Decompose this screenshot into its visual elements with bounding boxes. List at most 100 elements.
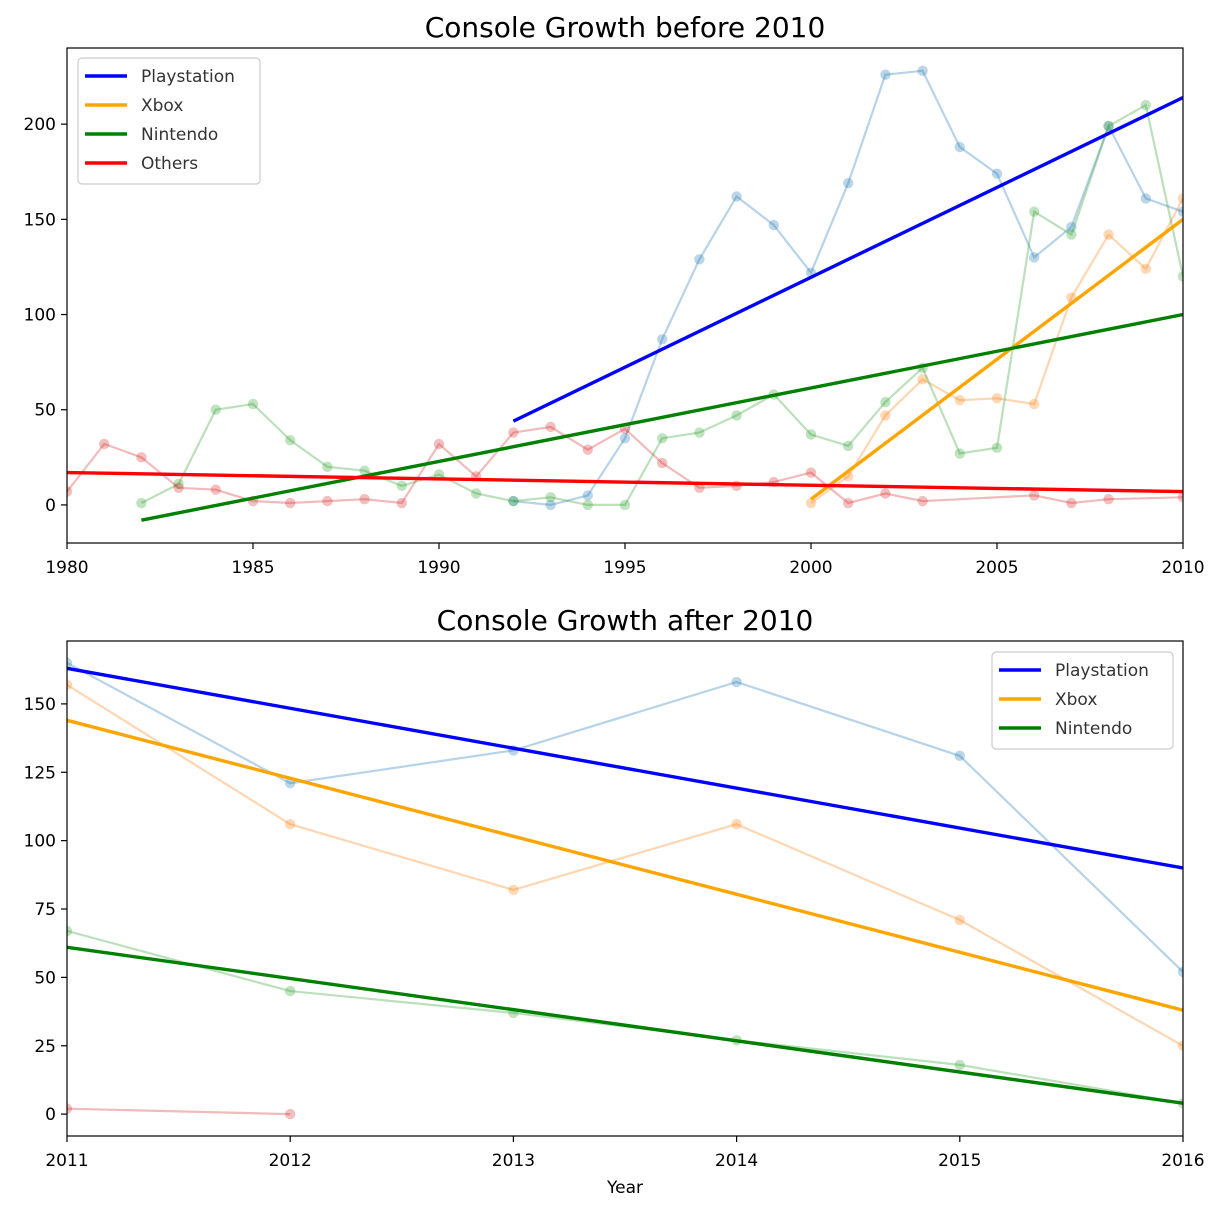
data-point-others xyxy=(508,427,519,438)
data-point-others xyxy=(210,484,221,495)
legend-box xyxy=(77,57,261,185)
legend-label-playstation: Playstation xyxy=(1055,661,1149,681)
trend-line-nintendo xyxy=(141,312,1183,522)
series-line-others xyxy=(67,425,1183,505)
data-point-others xyxy=(1103,494,1114,505)
data-point-others xyxy=(322,495,333,507)
data-point-playstation xyxy=(582,490,593,501)
series-line-xbox xyxy=(67,683,1183,1047)
trend-line-xbox xyxy=(67,718,1183,1012)
data-point-playstation xyxy=(508,495,519,507)
data-point-others xyxy=(805,467,817,478)
data-point-xbox xyxy=(954,914,965,926)
series-line-playstation xyxy=(67,661,1183,973)
data-point-xbox xyxy=(805,497,817,509)
y-tick-label: 150 xyxy=(24,210,56,230)
data-point-playstation xyxy=(843,177,854,189)
data-point-others xyxy=(136,452,147,463)
legend-label-xbox: Xbox xyxy=(141,96,183,116)
axes-frame xyxy=(66,640,1184,1137)
data-point-nintendo xyxy=(210,404,221,415)
trend-line-playstation xyxy=(512,95,1183,423)
data-point-xbox xyxy=(1029,398,1040,410)
x-tick-label: 2012 xyxy=(269,1151,312,1171)
data-point-nintendo xyxy=(731,410,742,421)
data-point-series-4 xyxy=(67,1103,73,1114)
data-point-xbox xyxy=(1103,229,1114,240)
chart-title: Console Growth before 2010 xyxy=(425,11,826,44)
data-point-others xyxy=(657,457,668,469)
series-line-nintendo xyxy=(67,929,1183,1105)
data-point-others xyxy=(582,444,593,455)
y-tick-label: 0 xyxy=(45,1105,56,1125)
data-point-playstation xyxy=(1066,221,1077,233)
x-tick-label: 2000 xyxy=(789,558,832,578)
data-point-nintendo xyxy=(433,469,445,480)
data-point-playstation xyxy=(657,334,668,345)
data-point-xbox xyxy=(954,395,965,406)
data-point-others xyxy=(359,494,370,505)
legend-label-others: Others xyxy=(141,154,198,174)
data-point-playstation xyxy=(768,219,779,231)
data-point-others xyxy=(67,486,73,497)
data-point-nintendo xyxy=(508,495,519,507)
data-point-xbox xyxy=(285,819,296,830)
data-point-others xyxy=(917,495,928,507)
data-point-xbox xyxy=(508,884,519,896)
data-point-others xyxy=(173,482,184,493)
legend: Playstation Xbox Nintendo xyxy=(991,651,1174,750)
data-point-nintendo xyxy=(67,925,73,937)
data-point-nintendo xyxy=(359,465,370,476)
x-tick-label: 2014 xyxy=(715,1151,758,1171)
trend-line-nintendo xyxy=(67,945,1183,1105)
data-point-playstation xyxy=(1177,206,1183,217)
x-tick-label: 2010 xyxy=(1161,558,1204,578)
legend-label-playstation: Playstation xyxy=(141,67,235,87)
series-line-xbox xyxy=(810,197,1183,504)
data-point-xbox xyxy=(917,374,928,385)
data-point-others xyxy=(1066,497,1077,509)
data-point-playstation xyxy=(991,168,1003,179)
data-point-nintendo xyxy=(285,434,296,446)
data-point-playstation xyxy=(1177,966,1183,978)
data-point-playstation xyxy=(545,499,556,511)
y-tick-label: 100 xyxy=(24,832,56,852)
y-tick-label: 50 xyxy=(34,968,56,988)
data-point-playstation xyxy=(917,65,928,77)
data-point-playstation xyxy=(880,69,891,80)
data-point-nintendo xyxy=(247,398,259,410)
data-point-nintendo xyxy=(545,492,556,503)
x-tick-label: 2005 xyxy=(975,558,1018,578)
x-axis-label: Year xyxy=(606,1178,643,1198)
data-point-playstation xyxy=(1140,193,1152,204)
data-point-playstation xyxy=(619,433,631,444)
y-tick-label: 150 xyxy=(24,695,56,715)
chart-2: Console Growth after 2010 2011 2012 2013 201… xyxy=(24,604,1205,1198)
data-point-xbox xyxy=(1177,193,1183,204)
x-tick-label: 1985 xyxy=(231,558,274,578)
legend-label-nintendo: Nintendo xyxy=(1055,719,1132,739)
data-point-others xyxy=(880,488,891,499)
data-point-nintendo xyxy=(396,480,407,492)
data-point-playstation xyxy=(1103,120,1114,132)
data-point-nintendo xyxy=(657,433,668,444)
data-point-nintendo xyxy=(805,429,817,440)
x-tick-label: 2016 xyxy=(1161,1151,1204,1171)
data-point-others xyxy=(843,497,854,509)
x-tick-label: 2011 xyxy=(45,1151,88,1171)
legend-box xyxy=(991,651,1174,750)
data-point-others xyxy=(1177,492,1183,503)
data-point-nintendo xyxy=(1177,271,1183,282)
x-tick-label: 2015 xyxy=(938,1151,981,1171)
plot-area xyxy=(67,65,1183,522)
data-point-nintendo xyxy=(136,497,147,509)
data-point-xbox xyxy=(991,393,1003,404)
data-point-nintendo xyxy=(843,440,854,452)
y-tick-label: 50 xyxy=(34,401,56,421)
data-point-others xyxy=(545,421,556,433)
data-point-playstation xyxy=(731,676,742,688)
data-point-nintendo xyxy=(582,499,593,511)
trend-line-playstation xyxy=(67,666,1183,870)
y-tick-label: 100 xyxy=(24,306,56,326)
